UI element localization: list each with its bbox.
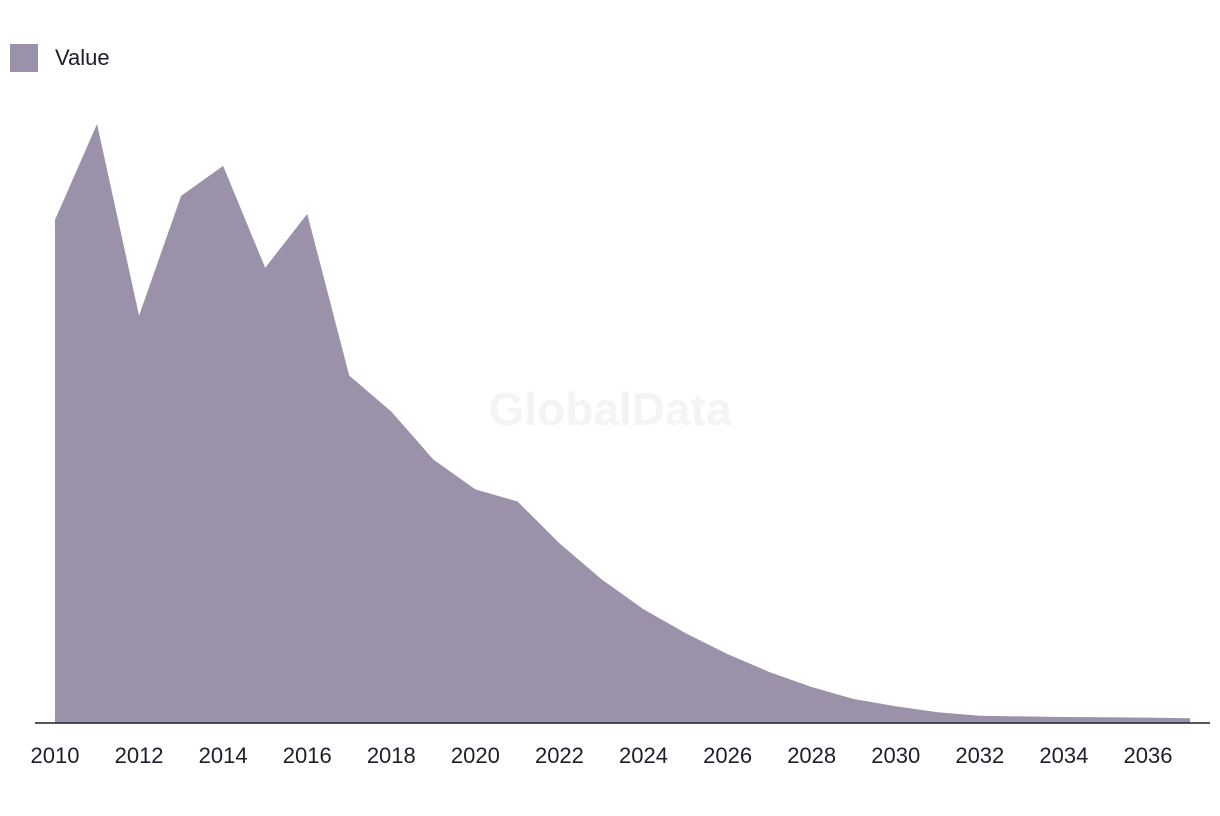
legend-swatch <box>10 44 38 72</box>
x-tick-label: 2022 <box>535 743 584 768</box>
x-axis-ticks: 2010 2012 2014 2016 2018 2020 2022 2024 2026 2028… <box>31 743 1173 768</box>
x-tick-label: 2028 <box>787 743 836 768</box>
x-tick-label: 2030 <box>871 743 920 768</box>
x-tick-label: 2018 <box>367 743 416 768</box>
x-tick-label: 2032 <box>955 743 1004 768</box>
series-area-value <box>55 124 1190 723</box>
x-tick-label: 2024 <box>619 743 668 768</box>
x-tick-label: 2020 <box>451 743 500 768</box>
x-tick-label: 2010 <box>31 743 80 768</box>
x-tick-label: 2014 <box>199 743 248 768</box>
x-tick-label: 2026 <box>703 743 752 768</box>
x-tick-label: 2012 <box>115 743 164 768</box>
legend-label: Value <box>55 45 110 70</box>
watermark: GlobalData <box>489 383 732 435</box>
legend: Value <box>10 44 110 72</box>
x-tick-label: 2016 <box>283 743 332 768</box>
x-tick-label: 2036 <box>1123 743 1172 768</box>
x-tick-label: 2034 <box>1039 743 1088 768</box>
